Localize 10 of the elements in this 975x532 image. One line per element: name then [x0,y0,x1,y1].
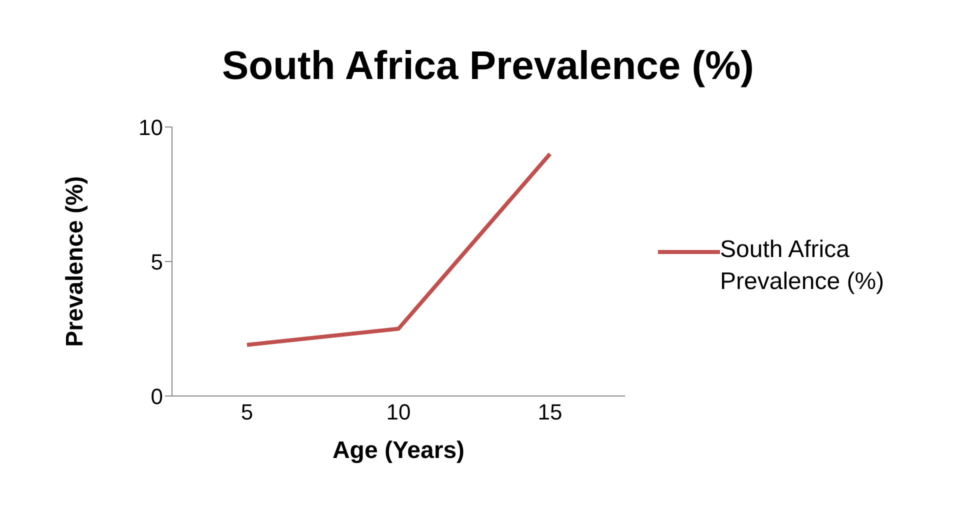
x-tick-label: 5 [240,400,254,425]
legend-label: South Africa Prevalence (%) [720,235,886,297]
chart-title: South Africa Prevalence (%) [220,44,755,89]
y-axis-title: Prevalence (%) [62,176,89,347]
y-tick-label: 5 [150,249,163,274]
x-axis-title: Age (Years) [332,437,465,464]
y-tick-label: 0 [150,384,163,409]
y-tick-label: 10 [138,114,163,140]
x-tick-label: 15 [538,400,562,425]
x-tick-label: 10 [386,400,411,425]
